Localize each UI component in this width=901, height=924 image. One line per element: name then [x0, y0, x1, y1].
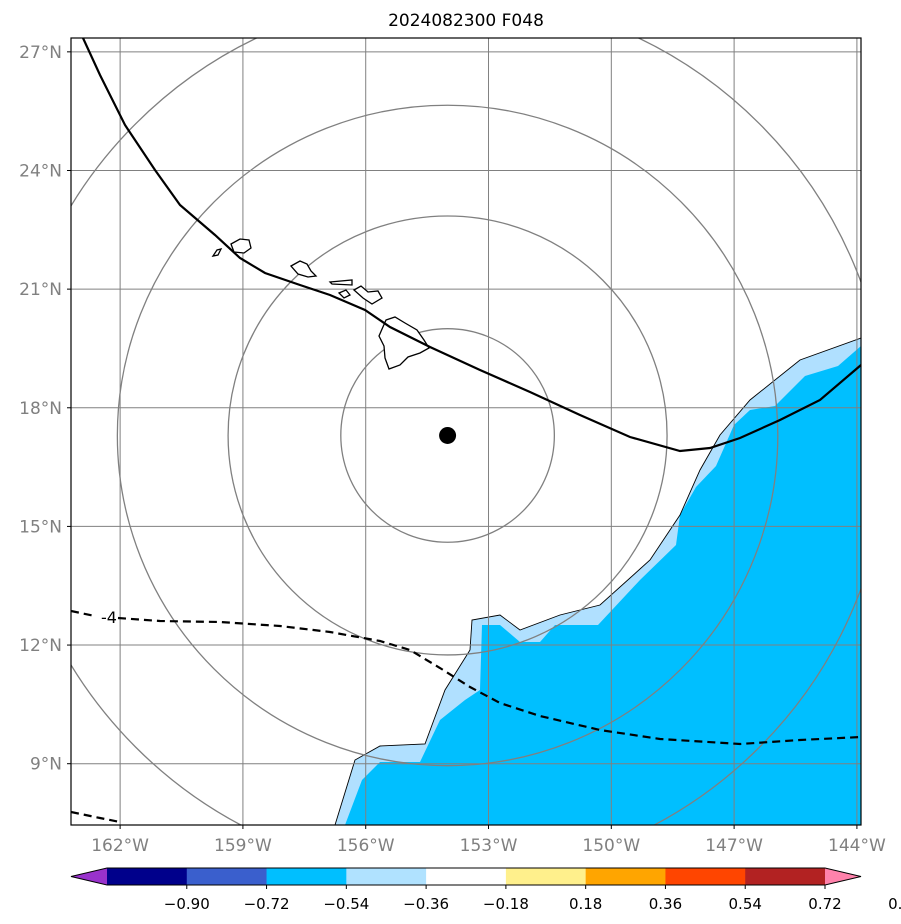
colorbar-tick-label: −0.72	[244, 895, 290, 913]
colorbar-swatch	[665, 868, 746, 885]
colorbar-swatch	[266, 868, 347, 885]
colorbar-tick-label: 0.18	[569, 895, 602, 913]
anomaly-shading	[345, 346, 861, 825]
lat-tick-label: 15°N	[19, 517, 62, 537]
dashed-contour-line-corner	[71, 810, 121, 824]
map-area: -4	[71, 38, 861, 825]
storm-center-marker	[439, 426, 457, 444]
lon-tick-label: 147°W	[705, 836, 763, 856]
colorbar: −0.90 −0.72 −0.54 −0.36 −0.18 0.18 0.36 0.54 0.7…	[70, 867, 901, 913]
anomaly-shading-outline	[334, 337, 861, 825]
graticule	[71, 38, 861, 825]
colorbar-outline	[70, 867, 862, 886]
colorbar-swatch	[585, 868, 666, 885]
hawaiian-islands	[211, 238, 430, 370]
colorbar-tick-label: 0.36	[649, 895, 682, 913]
colorbar-swatch	[426, 868, 507, 885]
lat-tick-label: 21°N	[19, 280, 62, 300]
range-ring	[340, 328, 556, 543]
lat-tick-label: 24°N	[19, 161, 62, 181]
contour-label: -4	[101, 608, 117, 627]
colorbar-tick-label: 0.72	[808, 895, 841, 913]
lat-tick-label: 9°N	[30, 755, 62, 775]
lat-tick-label: 18°N	[19, 399, 62, 419]
colorbar-tick-label: 0.54	[729, 895, 762, 913]
colorbar-tick-label: −0.18	[483, 895, 529, 913]
island-big-island	[378, 316, 430, 370]
colorbar-swatch	[505, 868, 587, 885]
colorbar-extend-low	[71, 868, 107, 885]
lon-tick-label: 156°W	[337, 836, 395, 856]
island-niihau	[211, 248, 223, 257]
island-lanai	[337, 289, 352, 299]
island-molokai	[328, 279, 353, 286]
range-ring	[116, 104, 779, 767]
colorbar-tick-label: −0.36	[403, 895, 449, 913]
colorbar-swatch	[745, 868, 826, 885]
solid-contour-line	[82, 38, 861, 453]
lat-tick-label: 27°N	[19, 43, 62, 63]
colorbar-tick-label: −0.54	[323, 895, 369, 913]
range-ring	[227, 215, 668, 656]
island-maui	[352, 285, 383, 305]
island-kauai	[230, 238, 252, 254]
map-frame	[70, 37, 862, 826]
lon-tick-label: 144°W	[828, 836, 886, 856]
map-title: 2024082300 F048	[388, 11, 544, 31]
lon-tick-label: 159°W	[214, 836, 272, 856]
colorbar-swatch	[186, 868, 268, 885]
colorbar-tick-label: 0.90	[888, 895, 901, 913]
lat-tick-label: 12°N	[19, 636, 62, 656]
dashed-contour-line	[71, 609, 861, 746]
lon-tick-label: 153°W	[460, 836, 518, 856]
colorbar-swatch	[107, 868, 188, 885]
colorbar-tick-label: −0.90	[164, 895, 210, 913]
lon-tick-label: 162°W	[91, 836, 149, 856]
range-rings	[71, 38, 861, 825]
colorbar-swatch	[346, 868, 427, 885]
axis-labels: 162°W 159°W 156°W 153°W 150°W 147°W 144°W 9°N 12…	[19, 43, 886, 856]
colorbar-extend-high	[825, 868, 861, 885]
island-oahu	[289, 260, 318, 278]
lon-tick-label: 150°W	[582, 836, 640, 856]
